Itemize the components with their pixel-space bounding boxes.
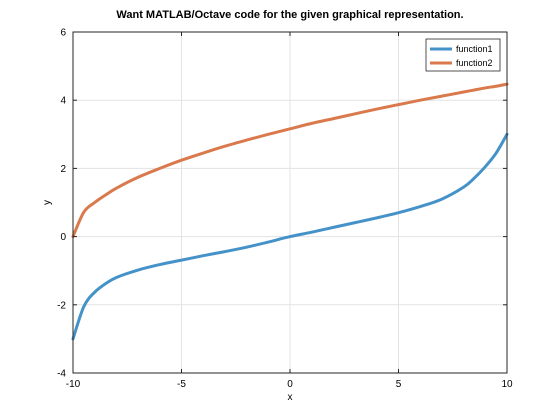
plot-area: -10 -5 0 5 10 -4 -2 0 2 4 6 [57,28,513,391]
legend-label-function1: function1 [456,44,493,54]
legend: function1 function2 [425,38,501,72]
series-layer [71,82,509,341]
y-tick-label: 6 [60,28,66,39]
series-line-function2 [71,82,509,239]
x-tick-label: 10 [501,379,513,390]
y-tick-label: 2 [60,164,66,175]
y-tick-label: 0 [60,232,66,243]
y-tick-label: -4 [57,369,66,380]
x-tick-label: 0 [287,379,293,390]
legend-box [425,38,501,72]
x-tick-label: -10 [66,379,81,390]
y-tick-label: 4 [60,96,66,107]
x-tick-label: 5 [396,379,402,390]
tick-layer: -10 -5 0 5 10 -4 -2 0 2 4 6 [57,28,513,391]
legend-label-function2: function2 [456,58,493,68]
y-axis-label: y [42,200,53,205]
x-axis-label: x [288,392,293,403]
x-tick-label: -5 [177,379,186,390]
series-line-function1 [71,132,509,341]
chart-title: Want MATLAB/Octave code for the given gr… [116,9,463,21]
y-tick-label: -2 [57,300,66,311]
